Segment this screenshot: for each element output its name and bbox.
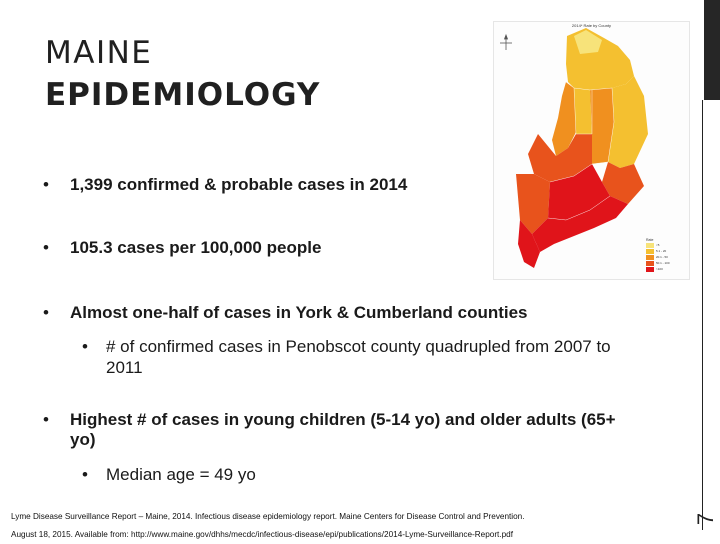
title-line-2: EPIDEMIOLOGY bbox=[45, 77, 321, 113]
legend-title: Rate bbox=[646, 238, 654, 242]
bullet-dot: • bbox=[43, 303, 49, 322]
county-franklin bbox=[528, 134, 592, 182]
bullet-text: # of confirmed cases in Penobscot county… bbox=[106, 337, 611, 377]
county-york bbox=[518, 220, 540, 268]
county-penobscot bbox=[590, 88, 614, 164]
legend-label: 5.1 - 20 bbox=[656, 249, 667, 253]
legend-label: 20.1 - 50 bbox=[656, 255, 668, 259]
bullet-text: 1,399 confirmed & probable cases in 2014 bbox=[70, 175, 408, 194]
bullet-dot: • bbox=[82, 465, 88, 484]
legend-swatch bbox=[646, 249, 654, 254]
sidebar-accent-bar bbox=[704, 0, 720, 100]
bullet-text: Almost one-half of cases in York & Cumbe… bbox=[70, 303, 528, 322]
legend-swatch bbox=[646, 267, 654, 272]
bullet-dot: • bbox=[82, 337, 88, 356]
county-somerset bbox=[552, 82, 576, 156]
bullet-text: Highest # of cases in young children (5-… bbox=[70, 410, 616, 449]
county-piscataquis bbox=[574, 88, 592, 134]
citation-footer: Lyme Disease Surveillance Report – Maine… bbox=[11, 508, 681, 544]
legend-label: >100 bbox=[656, 267, 663, 271]
title-line-1: MAINE bbox=[45, 35, 153, 71]
maine-county-rate-map: 2014* Rate by County Rate <5 5.1 - 20 20… bbox=[493, 21, 690, 280]
legend-swatch bbox=[646, 243, 654, 248]
county-borders bbox=[547, 81, 615, 221]
citation-line-1: Lyme Disease Surveillance Report – Maine… bbox=[11, 512, 525, 521]
sub-bullet-median-age: • Median age = 49 yo bbox=[82, 464, 482, 485]
bullet-cases-2014: • 1,399 confirmed & probable cases in 20… bbox=[43, 175, 483, 195]
county-washington bbox=[608, 76, 648, 168]
sub-bullet-penobscot: • # of confirmed cases in Penobscot coun… bbox=[82, 336, 642, 378]
map-title: 2014* Rate by County bbox=[571, 23, 612, 28]
bullet-york-cumberland: • Almost one-half of cases in York & Cum… bbox=[43, 303, 663, 323]
county-coastal bbox=[532, 196, 628, 252]
bullet-age-groups: • Highest # of cases in young children (… bbox=[43, 410, 643, 450]
bullet-dot: • bbox=[43, 410, 49, 429]
compass-icon bbox=[500, 33, 512, 50]
page-number: 7 bbox=[693, 512, 718, 526]
bullet-text: 105.3 cases per 100,000 people bbox=[70, 238, 322, 257]
legend-label: 50.1 - 100 bbox=[656, 261, 670, 265]
bullet-dot: • bbox=[43, 238, 49, 257]
slide-title: MAINE EPIDEMIOLOGY bbox=[45, 32, 320, 116]
county-aroostook-north bbox=[574, 30, 602, 54]
legend-label: <5 bbox=[656, 243, 660, 247]
legend-swatch bbox=[646, 255, 654, 260]
county-oxford bbox=[516, 174, 550, 234]
county-kennebec bbox=[548, 164, 610, 220]
legend-swatch bbox=[646, 261, 654, 266]
citation-line-2: August 18, 2015. Available from: http://… bbox=[11, 530, 513, 539]
maine-map-graphic bbox=[500, 28, 648, 268]
bullet-rate: • 105.3 cases per 100,000 people bbox=[43, 238, 483, 258]
bullet-text: Median age = 49 yo bbox=[106, 465, 256, 484]
bullet-dot: • bbox=[43, 175, 49, 194]
county-hancock bbox=[602, 162, 644, 204]
sidebar-divider bbox=[702, 100, 703, 530]
